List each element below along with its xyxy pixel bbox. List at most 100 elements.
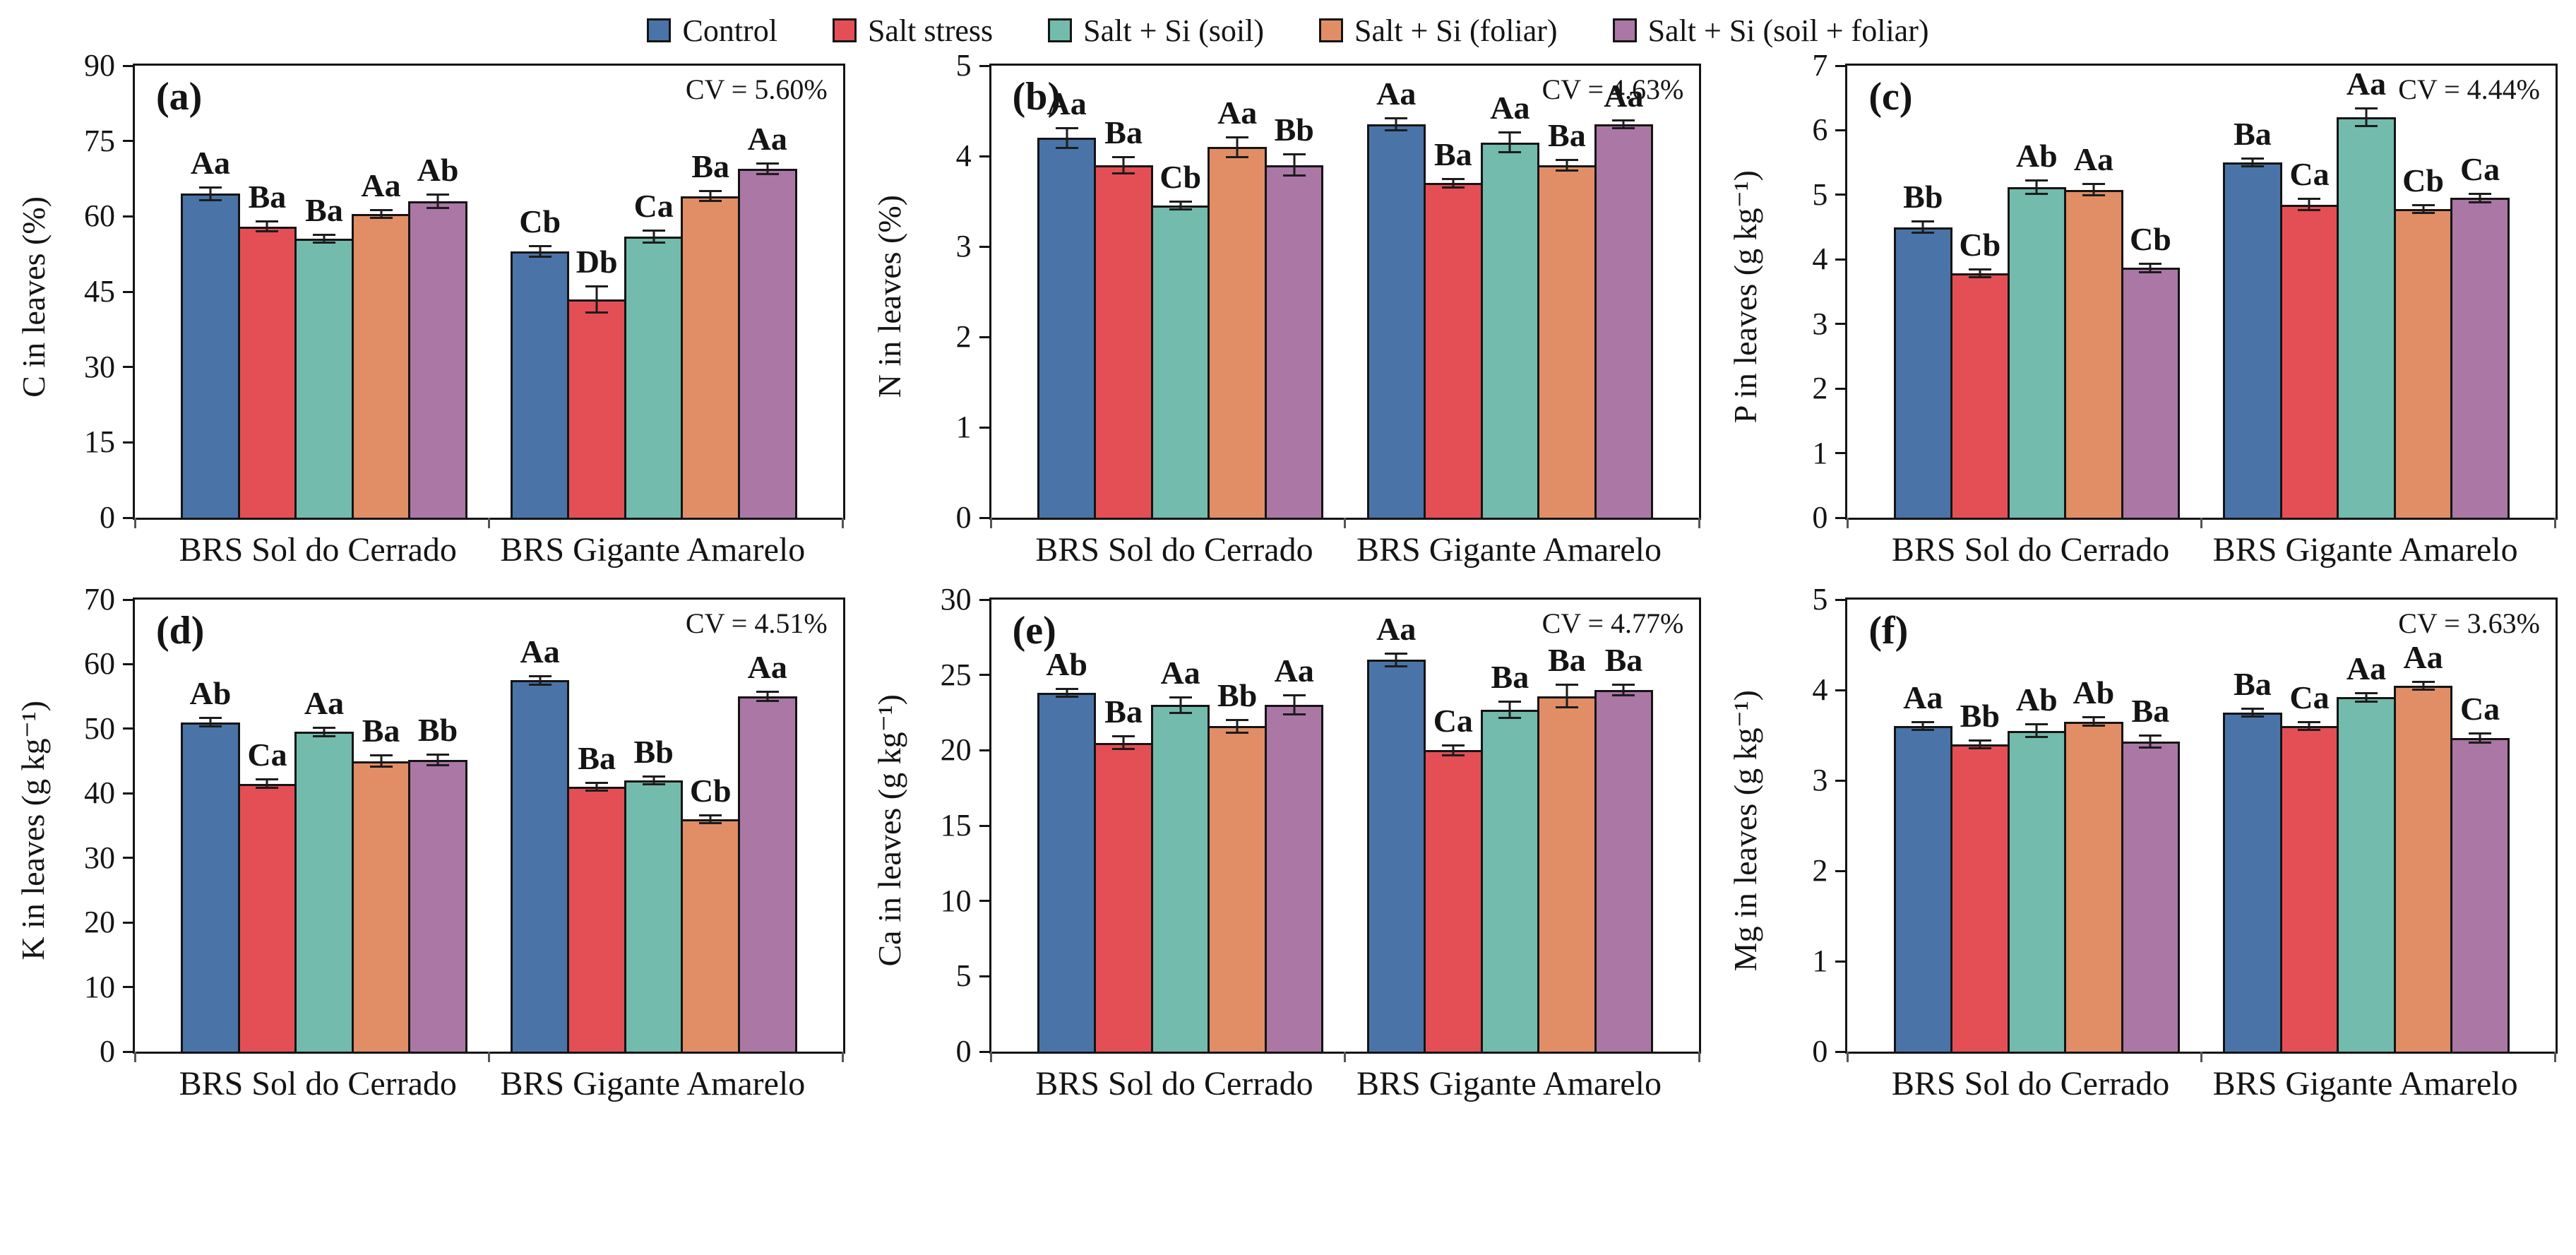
y-axis-tick-label: 4 xyxy=(955,138,972,173)
bar-slot: Cb xyxy=(2121,66,2181,518)
error-bar xyxy=(2298,721,2321,732)
error-bar xyxy=(2025,179,2049,195)
bar-control xyxy=(1037,693,1097,1052)
error-bar xyxy=(1112,156,1135,174)
y-axis-tick xyxy=(123,792,135,795)
bar-slot: Ba xyxy=(1537,600,1597,1052)
error-bar xyxy=(1169,201,1192,211)
significance-letter: Bb xyxy=(1903,179,1943,215)
bar-slot: Ba xyxy=(1537,66,1597,518)
bar-group-brs-sol-do-cerrado: Aa Bb Ab Ab Ba xyxy=(1893,600,2181,1052)
bar-salt-si-soil xyxy=(294,732,354,1052)
legend-swatch-salt-si-soil xyxy=(1048,18,1073,42)
cv-label-b: CV = 4.63% xyxy=(1542,73,1684,105)
bar-slot: Bb xyxy=(1950,600,2010,1052)
error-bar xyxy=(1555,158,1578,172)
significance-letter: Aa xyxy=(2073,141,2113,178)
bar-group-brs-gigante-amarelo: Aa Ca Ba Ba Ba xyxy=(1366,600,1654,1052)
bar-salt-si-foliar xyxy=(2064,189,2123,518)
bar-slot: Ab xyxy=(1037,600,1097,1052)
bars-row-f: Aa Bb Ab Ab Ba Ba Ca Aa Aa Ca xyxy=(1847,600,2556,1052)
legend-label-salt-si-foliar: Salt + Si (foliar) xyxy=(1354,13,1558,48)
significance-letter: Db xyxy=(576,243,618,280)
bar-slot: Ba xyxy=(1424,66,1483,518)
y-axis-tick-label: 45 xyxy=(84,274,115,309)
error-bar xyxy=(756,690,779,703)
bar-salt-stress xyxy=(1950,744,2010,1052)
y-axis-tick-label: 0 xyxy=(100,1034,115,1069)
y-axis-tick-label: 2 xyxy=(1812,371,1828,406)
error-bar xyxy=(1968,739,1991,749)
bar-slot: Ba xyxy=(2223,600,2282,1052)
significance-letter: Bb xyxy=(1217,677,1258,713)
significance-letter: Cb xyxy=(1159,159,1202,196)
x-axis-tick xyxy=(842,1052,845,1062)
y-axis-title-c: P in leaves (g kg⁻¹) xyxy=(1727,169,1764,424)
plot-area-c: (c) CV = 4.44% Bb Cb Ab Aa Cb Ba Ca Aa Cb Ca 0 1 2 3… xyxy=(1812,50,2558,533)
legend-item-salt-si-soil-foliar: Salt + Si (soil + foliar) xyxy=(1612,13,1929,49)
bar-salt-si-soil-foliar xyxy=(408,201,467,518)
legend-item-salt-stress: Salt stress xyxy=(832,13,993,49)
bar-salt-si-soil-foliar xyxy=(1264,705,1324,1052)
bar-salt-stress xyxy=(1424,750,1483,1052)
y-axis-tick-label: 1 xyxy=(1812,435,1828,470)
error-bar xyxy=(585,285,609,314)
bar-slot: Bb xyxy=(1208,600,1267,1052)
bar-slot: Ba xyxy=(567,600,626,1052)
bar-slot: Aa xyxy=(1366,600,1426,1052)
bar-salt-si-foliar xyxy=(1208,726,1267,1052)
y-axis-tick-label: 5 xyxy=(1812,582,1828,617)
group-label-sol-do-cerrado: BRS Sol do Cerrado xyxy=(1035,530,1313,569)
significance-letter: Aa xyxy=(1160,654,1200,691)
bar-salt-si-foliar xyxy=(351,761,411,1052)
bar-slot: Cb xyxy=(681,600,740,1052)
y-axis-tick-label: 0 xyxy=(1812,500,1828,535)
x-axis-tick xyxy=(487,518,490,528)
significance-letter: Ca xyxy=(1433,702,1473,739)
significance-letter: Cb xyxy=(519,203,561,239)
y-axis-tick-label: 0 xyxy=(100,500,115,535)
bar-salt-si-foliar xyxy=(681,819,740,1052)
cv-label-c: CV = 4.44% xyxy=(2398,73,2540,105)
bar-slot: Cb xyxy=(1950,66,2010,518)
significance-letter: Cb xyxy=(2129,220,2171,257)
significance-letter: Aa xyxy=(747,648,787,685)
group-label-sol-do-cerrado: BRS Sol do Cerrado xyxy=(179,1064,457,1102)
bar-slot: Ca xyxy=(2279,600,2339,1052)
error-bar xyxy=(2411,680,2435,691)
significance-letter: Ba xyxy=(1548,642,1586,679)
significance-letter: Ab xyxy=(2015,682,2058,718)
significance-letter: Aa xyxy=(1046,85,1087,122)
bar-slot: Ca xyxy=(2279,66,2339,518)
x-axis-tick xyxy=(990,518,993,528)
bar-slot: Aa xyxy=(737,600,797,1052)
y-axis-tick-label: 0 xyxy=(1812,1034,1828,1069)
y-axis-title-e: Ca in leaves (g kg⁻¹) xyxy=(871,694,907,967)
legend-item-salt-si-soil: Salt + Si (soil) xyxy=(1048,13,1264,49)
y-axis-tick-label: 15 xyxy=(940,808,972,843)
significance-letter: Aa xyxy=(1604,78,1644,114)
y-axis-tick xyxy=(123,727,135,730)
plot-area-b: (b) CV = 4.63% Aa Ba Cb Aa Bb Aa Ba Aa Ba Aa 0 1 2 3… xyxy=(956,50,1702,533)
bar-salt-si-foliar xyxy=(1537,696,1597,1052)
y-axis-tick xyxy=(979,598,991,601)
bar-group-brs-sol-do-cerrado: Aa Ba Ba Aa Ab xyxy=(181,66,467,518)
bar-group-brs-sol-do-cerrado: Bb Cb Ab Aa Cb xyxy=(1893,66,2181,518)
bar-group-brs-gigante-amarelo: Aa Ba Bb Cb Aa xyxy=(510,600,797,1052)
significance-letter: Bb xyxy=(1274,112,1314,148)
y-axis-tick xyxy=(979,64,991,67)
significance-letter: Aa xyxy=(2403,638,2443,675)
x-axis-tick xyxy=(1846,1052,1849,1062)
significance-letter: Ba xyxy=(1491,658,1530,695)
bar-salt-si-soil xyxy=(624,780,684,1052)
y-axis-tick xyxy=(123,921,135,924)
cv-label-a: CV = 5.60% xyxy=(685,73,828,105)
error-bar xyxy=(528,674,551,686)
group-label-gigante-amarelo: BRS Gigante Amarelo xyxy=(2212,1064,2518,1102)
bar-control xyxy=(1366,124,1426,518)
bar-group-brs-gigante-amarelo: Ba Ca Aa Cb Ca xyxy=(2223,66,2510,518)
y-axis-tick xyxy=(123,662,135,665)
bar-salt-si-soil xyxy=(2007,730,2067,1052)
y-axis-tick xyxy=(1835,689,1848,691)
error-bar xyxy=(1612,684,1635,696)
